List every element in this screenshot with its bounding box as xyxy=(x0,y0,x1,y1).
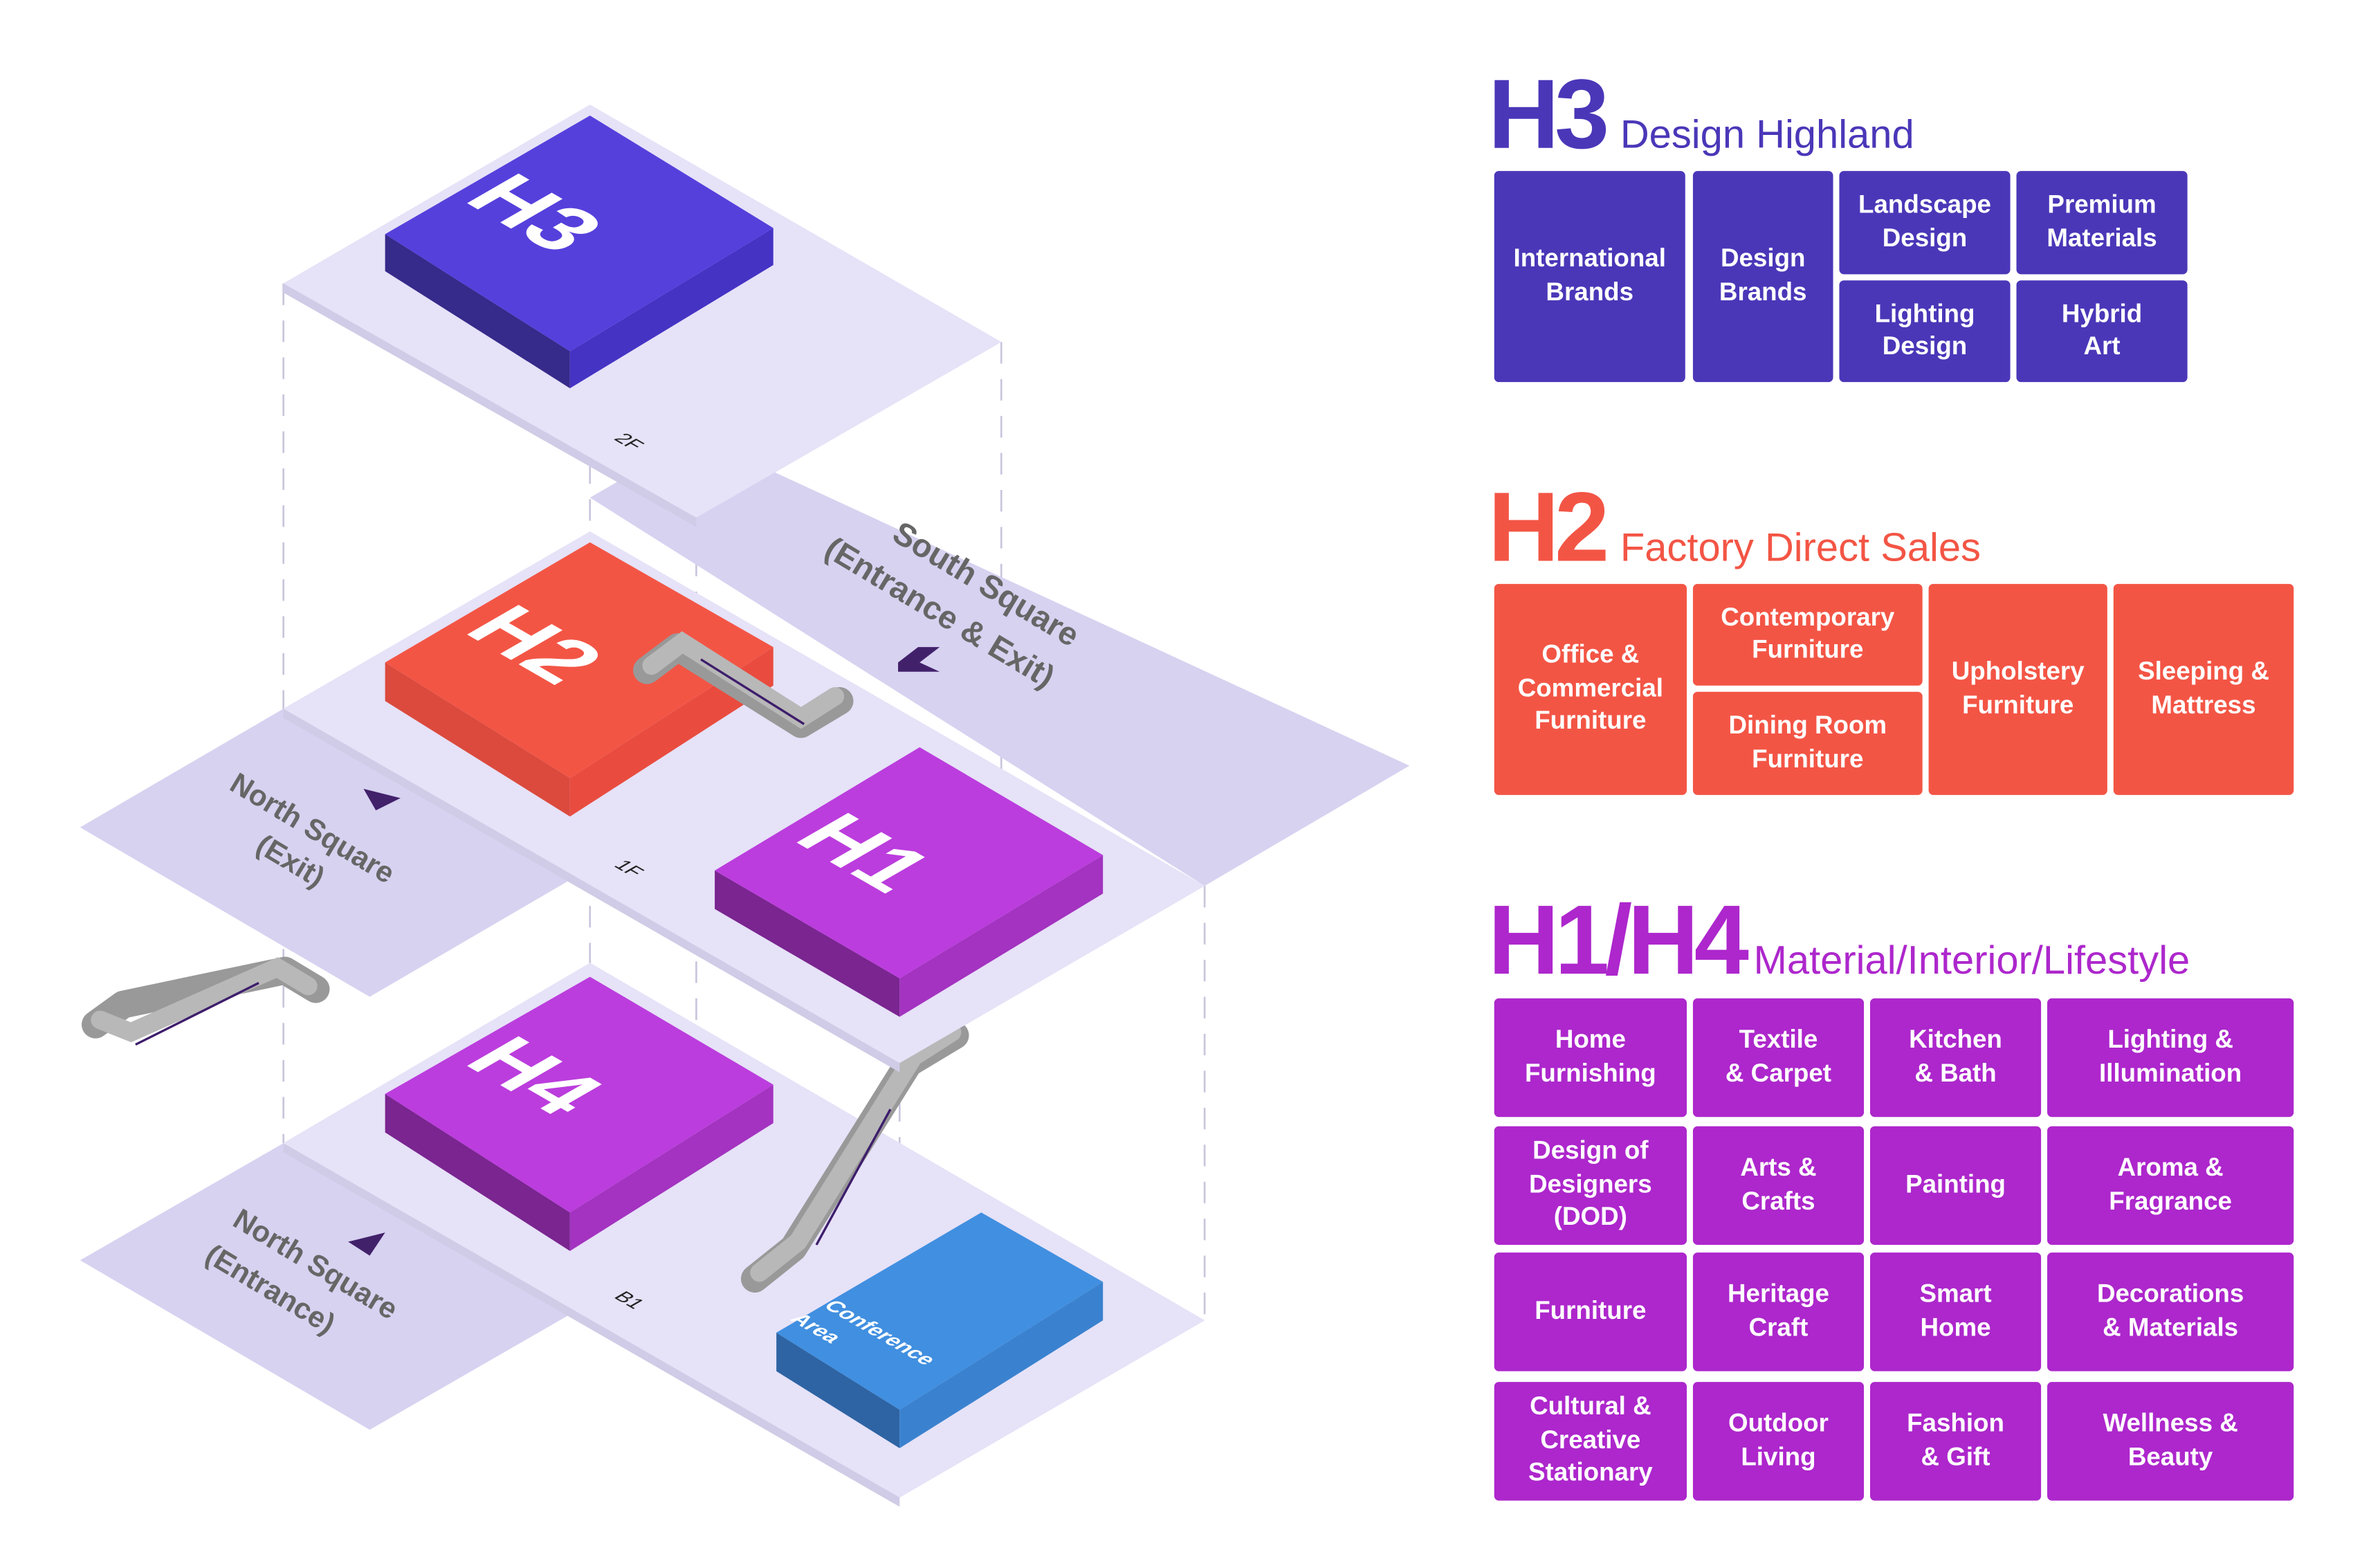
legend-h3-category: Design Brands xyxy=(1692,171,1833,383)
legend-h2-name: Factory Direct Sales xyxy=(1620,524,1981,570)
escalator-arrow-icon xyxy=(700,658,805,725)
legend-h3-category: Hybrid Art xyxy=(2016,280,2188,383)
legend-h1h4-category: Fashion & Gift xyxy=(1869,1382,2042,1501)
legend-h2-category: Upholstery Furniture xyxy=(1928,583,2107,795)
escalator-arrow-icon xyxy=(135,982,259,1046)
legend-h1h4-title: H1/H4 Material/Interior/Lifestyle xyxy=(1488,891,2190,989)
direction-arrow-icon xyxy=(363,788,401,811)
north-square-exit-area xyxy=(80,709,574,997)
direction-arrow-icon xyxy=(348,1232,385,1256)
legend-h2-category: Sleeping & Mattress xyxy=(2113,583,2294,795)
legend-h1h4-category: Kitchen & Bath xyxy=(1869,998,2042,1118)
escalator-arrow-icon xyxy=(815,1109,892,1246)
legend-h3-category: International Brands xyxy=(1494,171,1685,383)
legend-h1h4-category: Wellness & Beauty xyxy=(2047,1382,2294,1501)
legend-h2-title: H2 Factory Direct Sales xyxy=(1488,477,1981,576)
legend-h2-code: H2 xyxy=(1488,471,1609,583)
legend-h2-category: Office & Commercial Furniture xyxy=(1494,583,1687,795)
legend-h1h4-category: Heritage Craft xyxy=(1692,1252,1865,1371)
legend-h1h4-category: Aroma & Fragrance xyxy=(2047,1126,2294,1246)
legend-h1h4-category: Design of Designers (DOD) xyxy=(1494,1126,1687,1246)
legend-h2-category: Dining Room Furniture xyxy=(1692,691,1923,795)
legend-h1h4-code: H1/H4 xyxy=(1488,884,1749,996)
legend-h3-category: Premium Materials xyxy=(2016,171,2188,275)
north-square-entrance-area xyxy=(80,1143,574,1430)
hall-h1: H1 xyxy=(715,747,1104,1017)
isometric-floor-map: H4 ConferenceArea B1 North Square (Entra… xyxy=(80,104,1410,1507)
legend-h3-category: Lighting Design xyxy=(1839,280,2011,383)
legend-h1h4-category: Smart Home xyxy=(1869,1252,2042,1371)
legend-h1h4-category: Decorations & Materials xyxy=(2047,1252,2294,1371)
legend-h1h4-category: Painting xyxy=(1869,1126,2042,1246)
legend-h1h4-category: Lighting & Illumination xyxy=(2047,998,2294,1118)
legend-h2-category: Contemporary Furniture xyxy=(1692,583,1923,686)
conference-area: ConferenceArea xyxy=(776,1212,1104,1448)
legend-h1h4-category: Textile & Carpet xyxy=(1692,998,1865,1118)
legend-h1h4-category: Arts & Crafts xyxy=(1692,1126,1865,1246)
hall-h3: H3 xyxy=(385,115,774,389)
escalator-north-exit xyxy=(82,956,330,1046)
legend-h1h4-category: Cultural & Creative Stationary xyxy=(1494,1382,1687,1501)
legend-h1h4-name: Material/Interior/Lifestyle xyxy=(1753,936,2190,983)
direction-arrow-icon xyxy=(898,647,940,672)
legend-h1h4-category: Furniture xyxy=(1494,1252,1687,1371)
legend-h3-category: Landscape Design xyxy=(1839,171,2011,275)
hall-h4: H4 xyxy=(385,976,774,1251)
south-square-area xyxy=(589,436,1410,886)
escalator-1f-b1 xyxy=(740,1021,969,1293)
legend-h3-code: H3 xyxy=(1488,58,1609,170)
legend-h3-name: Design Highland xyxy=(1620,111,1914,158)
legend-h3-title: H3 Design Highland xyxy=(1488,65,1914,163)
legend-h1h4-category: Home Furnishing xyxy=(1494,998,1687,1118)
escalator-2f-1f xyxy=(633,631,854,738)
legend-h1h4-category: Outdoor Living xyxy=(1692,1382,1865,1501)
